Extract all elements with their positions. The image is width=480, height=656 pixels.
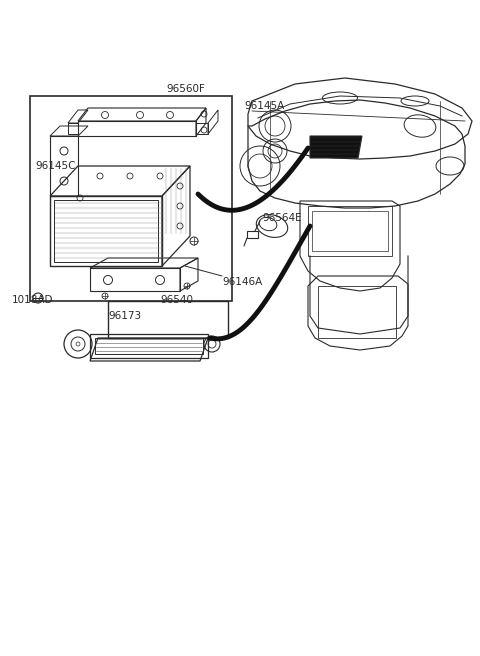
Bar <box>312 211 388 251</box>
Text: 96173: 96173 <box>108 311 141 321</box>
Polygon shape <box>310 136 362 158</box>
Bar <box>30 96 232 301</box>
Text: 96560F: 96560F <box>166 84 205 94</box>
Text: 96146A: 96146A <box>222 277 262 287</box>
Text: 96145A: 96145A <box>244 101 284 111</box>
Text: 1018AD: 1018AD <box>12 295 53 305</box>
Bar <box>308 206 392 256</box>
Bar <box>108 301 228 338</box>
Bar <box>95 338 203 354</box>
Text: 96564E: 96564E <box>262 213 301 223</box>
Text: 96145C: 96145C <box>35 161 75 171</box>
Bar <box>54 200 158 262</box>
Bar <box>318 286 396 338</box>
Text: 96540: 96540 <box>160 295 193 305</box>
